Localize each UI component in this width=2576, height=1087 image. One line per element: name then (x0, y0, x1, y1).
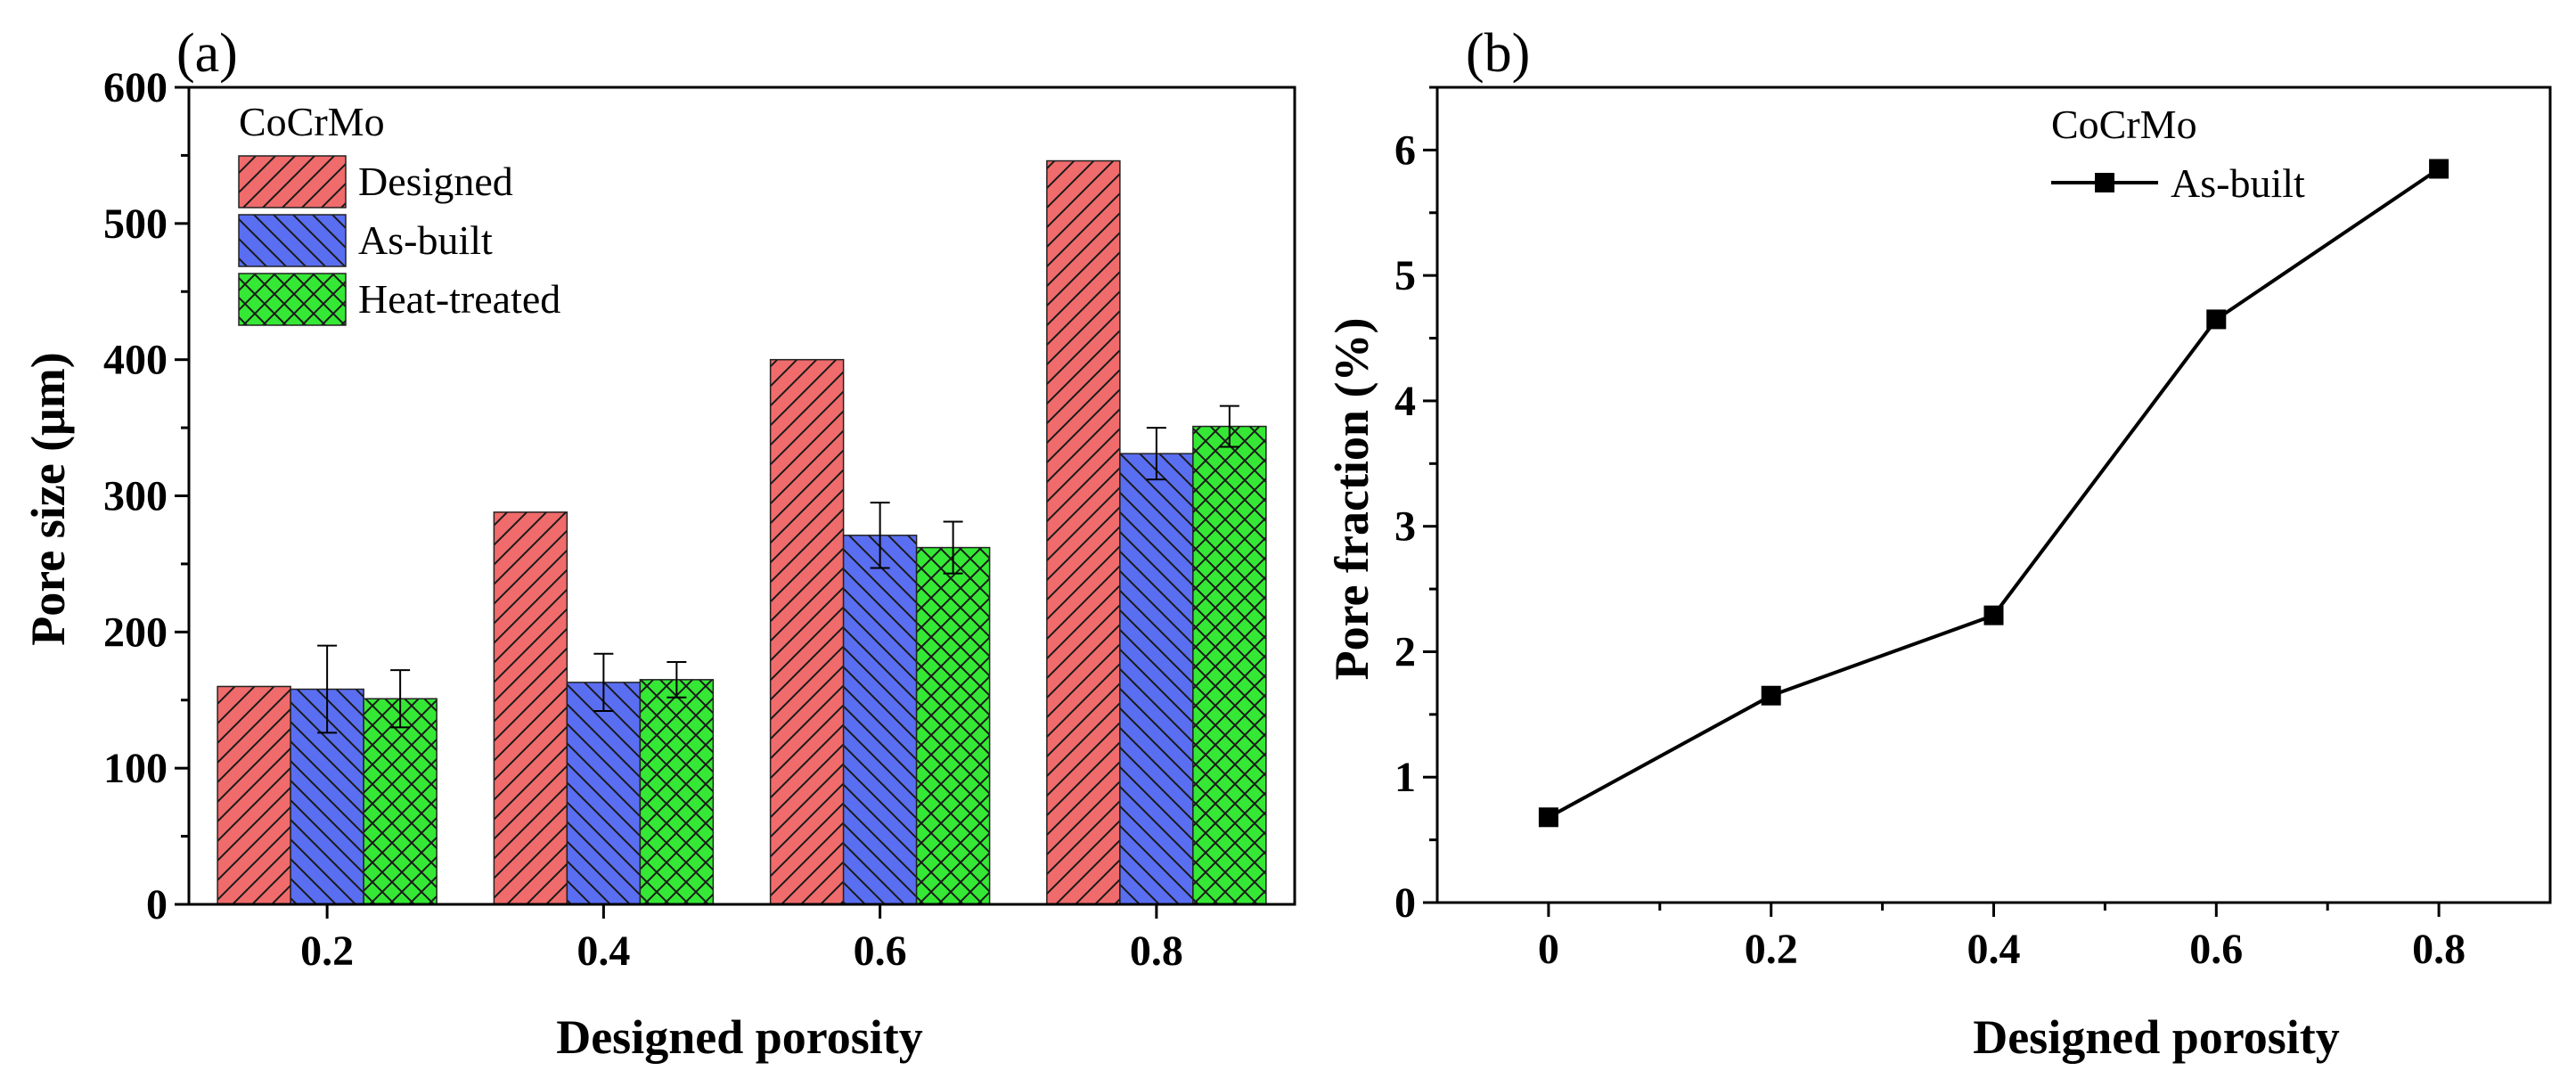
x-axis-b: 0 0.2 0.4 0.6 0.8 (1538, 903, 2466, 973)
y-axis-b: 0 1 2 3 4 5 6 (1394, 86, 1437, 927)
bar (769, 358, 845, 905)
y-tick-label: 4 (1394, 378, 1416, 425)
x-tick-label: 0.6 (2189, 926, 2243, 973)
bar (363, 698, 438, 905)
bar (915, 546, 991, 905)
panel-label-a: (a) (176, 23, 238, 84)
x-tick-label: 0.2 (300, 928, 354, 975)
line-chart-panel: (b) 0 1 2 3 4 5 6 0 0.2 0.4 0.6 0.8 Designed poros… (1325, 23, 2552, 1064)
panel-label-b: (b) (1466, 23, 1530, 84)
y-tick-label: 5 (1394, 252, 1416, 299)
x-tick-label: 0.4 (577, 928, 630, 975)
series-line (1547, 167, 2441, 820)
y-tick-label: 100 (103, 745, 168, 792)
y-tick-label: 500 (103, 200, 168, 248)
legend-label: As-built (2171, 160, 2305, 206)
x-tick-label: 0.8 (2412, 926, 2466, 973)
plot-frame-b (1435, 86, 2552, 904)
y-tick-label: 600 (103, 64, 168, 111)
legend-swatch (238, 214, 347, 267)
bar (217, 685, 291, 905)
bar (1192, 425, 1267, 905)
data-point (1761, 685, 1781, 706)
x-tick-label: 0.4 (1967, 926, 2021, 973)
data-point (1983, 605, 2004, 625)
series-line-group (1538, 159, 2449, 828)
x-tick-label: 0.2 (1745, 926, 1798, 973)
y-tick-label: 0 (1394, 879, 1416, 927)
y-tick-label: 3 (1394, 503, 1416, 551)
bar-chart-panel: (a) 0 100 200 300 400 500 600 0.2 0.4 0.6 0.8 Des… (21, 23, 1296, 1064)
error-bars (317, 405, 1239, 734)
legend-label: Designed (358, 159, 513, 204)
y-tick-label: 300 (103, 473, 168, 520)
legend-marker (2095, 173, 2114, 192)
x-tick-label: 0 (1538, 926, 1559, 973)
data-point (2429, 159, 2449, 179)
y-axis-title-a: Pore size (μm) (21, 352, 75, 645)
y-tick-label: 2 (1394, 628, 1416, 675)
y-tick-label: 1 (1394, 754, 1416, 801)
legend-title-b: CoCrMo (2051, 102, 2197, 147)
x-axis-title-a: Designed porosity (556, 1010, 923, 1064)
legend-label: Heat-treated (358, 276, 560, 322)
bar (566, 682, 642, 905)
x-tick-label: 0.8 (1130, 928, 1183, 975)
bar (639, 679, 715, 905)
y-tick-label: 200 (103, 609, 168, 656)
legend-swatch (238, 273, 347, 326)
bar-group (217, 159, 1267, 905)
y-axis-title-b: Pore fraction (%) (1325, 318, 1378, 681)
y-tick-label: 400 (103, 337, 168, 384)
bar (842, 535, 918, 905)
y-tick-label: 6 (1394, 127, 1416, 174)
y-axis-a: 0 100 200 300 400 500 600 (103, 64, 189, 928)
data-point (1538, 807, 1558, 828)
legend-title-a: CoCrMo (239, 99, 385, 144)
bar (1046, 159, 1121, 905)
legend-swatch (238, 155, 347, 208)
x-tick-label: 0.6 (854, 928, 907, 975)
bar (493, 511, 568, 905)
data-point (2206, 309, 2227, 330)
x-axis-title-b: Designed porosity (1973, 1010, 2340, 1064)
x-axis-a: 0.2 0.4 0.6 0.8 (300, 904, 1183, 975)
legend-label: As-built (358, 217, 493, 263)
legend-b: CoCrMo As-built (2051, 102, 2305, 206)
legend-a: CoCrMo Designed As-built Heat-treated (238, 99, 560, 326)
y-tick-label: 0 (146, 881, 168, 928)
bar (1119, 453, 1194, 905)
